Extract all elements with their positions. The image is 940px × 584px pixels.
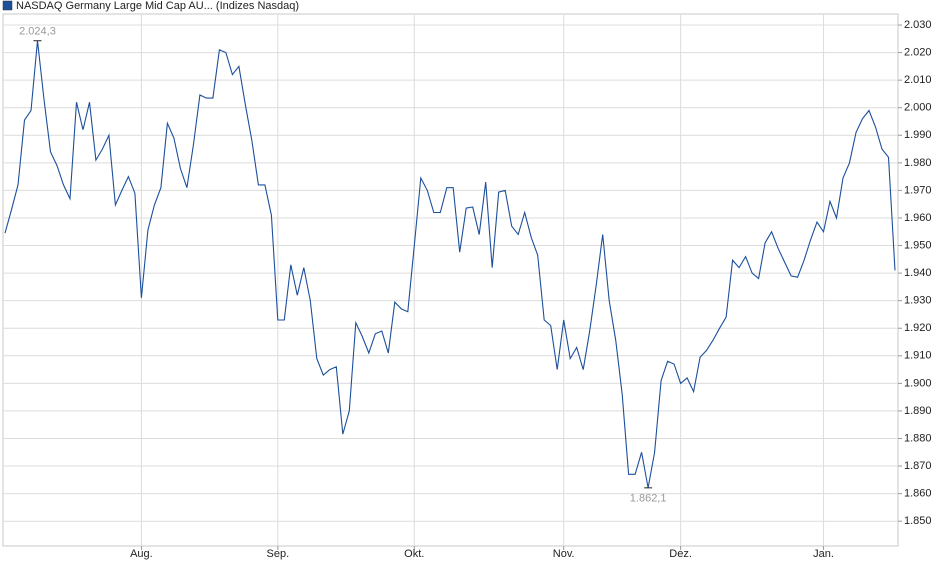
y-tick-label: 1.960 xyxy=(904,212,932,224)
price-line xyxy=(4,40,896,488)
y-tick-label: 1.920 xyxy=(904,322,932,334)
x-tick-label: Aug. xyxy=(130,548,153,560)
legend-label: NASDAQ Germany Large Mid Cap AU... (Indi… xyxy=(16,0,299,12)
y-tick-label: 1.970 xyxy=(904,184,932,196)
y-tick-label: 1.930 xyxy=(904,295,932,307)
y-tick-label: 1.940 xyxy=(904,267,932,279)
x-tick-label: Dez. xyxy=(669,548,692,560)
y-tick-label: 1.870 xyxy=(904,460,932,472)
y-tick-label: 2.010 xyxy=(904,74,932,86)
y-tick-label: 1.880 xyxy=(904,432,932,444)
x-tick-label: Jan. xyxy=(813,548,834,560)
y-tick-label: 1.860 xyxy=(904,488,932,500)
y-tick-label: 1.900 xyxy=(904,377,932,389)
y-tick-label: 1.910 xyxy=(904,350,932,362)
y-tick-label: 2.000 xyxy=(904,102,932,114)
legend-swatch xyxy=(2,0,13,11)
plot-area xyxy=(2,13,899,547)
x-tick-label: Sep. xyxy=(267,548,290,560)
x-tick-label: Nov. xyxy=(553,548,575,560)
x-tick-label: Okt. xyxy=(404,548,424,560)
annotation: 1.862,1 xyxy=(630,493,667,505)
y-tick-label: 1.950 xyxy=(904,239,932,251)
y-tick-label: 1.990 xyxy=(904,129,932,141)
y-tick-label: 1.980 xyxy=(904,157,932,169)
y-tick-label: 1.890 xyxy=(904,405,932,417)
y-tick-label: 2.030 xyxy=(904,19,932,31)
y-tick-label: 2.020 xyxy=(904,46,932,58)
y-tick-label: 1.850 xyxy=(904,515,932,527)
annotation: 2.024,3 xyxy=(19,26,56,38)
